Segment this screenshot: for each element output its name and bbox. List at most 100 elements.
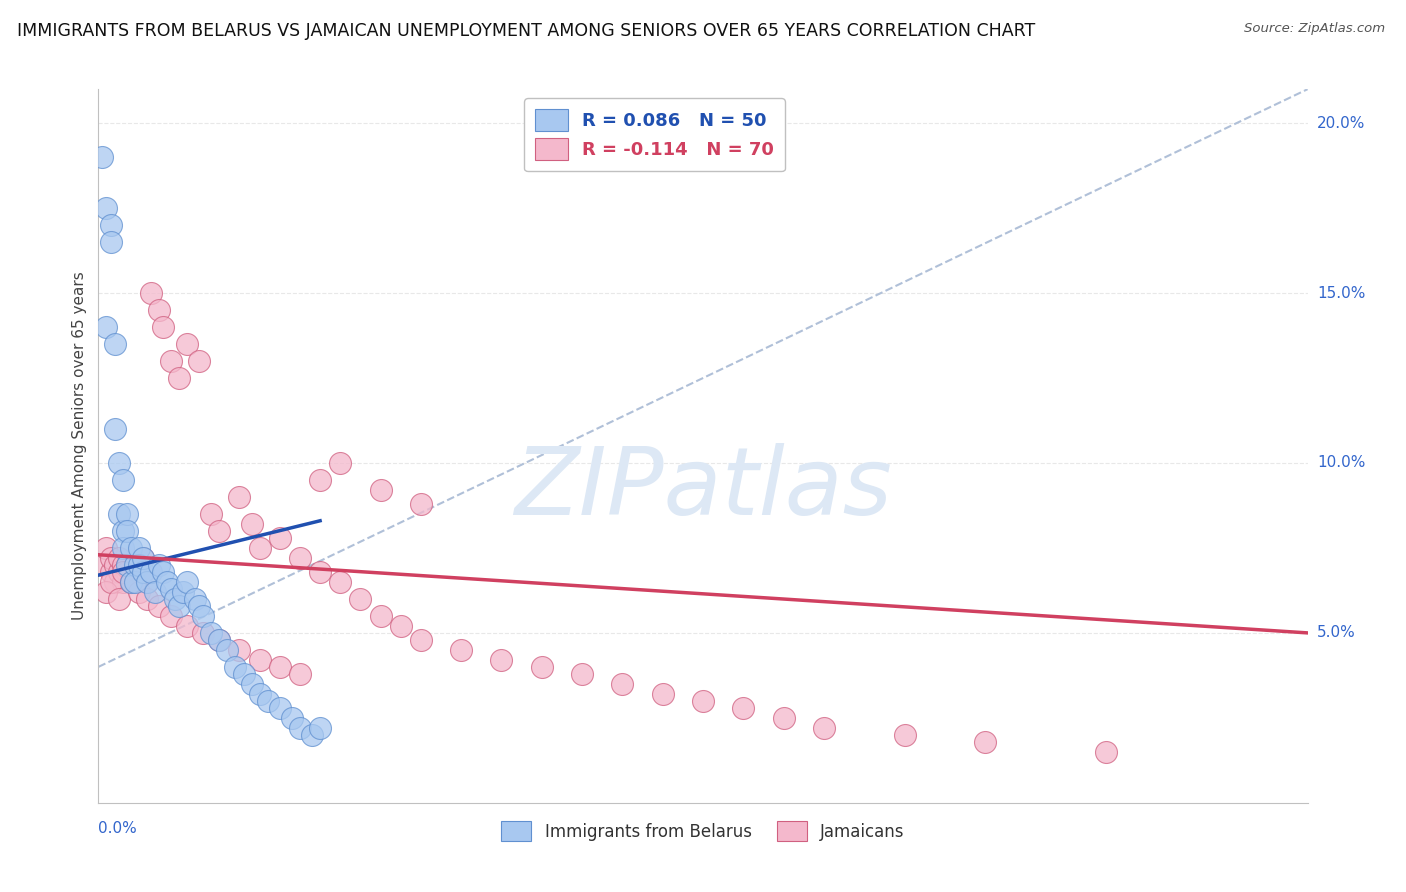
- Point: [91, 150, 114, 164]
- Point: [172, 585, 194, 599]
- Point: [309, 721, 332, 735]
- Point: [329, 574, 352, 589]
- Point: [167, 599, 190, 613]
- Point: [111, 541, 134, 555]
- Text: 15.0%: 15.0%: [1317, 285, 1365, 301]
- Point: [974, 734, 997, 748]
- Point: [409, 632, 432, 647]
- Point: [132, 551, 155, 566]
- Point: [115, 524, 138, 538]
- Point: [370, 483, 392, 498]
- Point: [135, 574, 157, 589]
- Point: [167, 371, 190, 385]
- Point: [103, 337, 125, 351]
- Point: [329, 456, 352, 470]
- Point: [612, 677, 634, 691]
- Point: [269, 700, 291, 714]
- Point: [100, 551, 122, 566]
- Point: [370, 608, 392, 623]
- Point: [128, 558, 150, 572]
- Point: [96, 320, 118, 334]
- Point: [772, 711, 794, 725]
- Text: 20.0%: 20.0%: [1317, 116, 1365, 131]
- Point: [389, 619, 412, 633]
- Point: [148, 303, 170, 318]
- Point: [100, 235, 122, 249]
- Point: [96, 541, 118, 555]
- Point: [176, 337, 198, 351]
- Point: [217, 643, 239, 657]
- Legend: Immigrants from Belarus, Jamaicans: Immigrants from Belarus, Jamaicans: [495, 814, 911, 848]
- Text: ZIPatlas: ZIPatlas: [515, 443, 891, 534]
- Point: [240, 517, 263, 532]
- Point: [111, 473, 134, 487]
- Point: [160, 582, 183, 596]
- Point: [349, 591, 371, 606]
- Point: [120, 574, 142, 589]
- Point: [256, 694, 278, 708]
- Text: 10.0%: 10.0%: [1317, 456, 1365, 470]
- Point: [176, 574, 198, 589]
- Point: [281, 711, 304, 725]
- Point: [249, 541, 271, 555]
- Point: [160, 608, 183, 623]
- Point: [200, 507, 222, 521]
- Point: [208, 632, 231, 647]
- Point: [301, 728, 323, 742]
- Point: [152, 565, 174, 579]
- Point: [139, 286, 162, 301]
- Point: [208, 524, 231, 538]
- Point: [1095, 745, 1118, 759]
- Point: [193, 626, 215, 640]
- Point: [188, 599, 211, 613]
- Point: [107, 565, 129, 579]
- Point: [176, 619, 198, 633]
- Text: Source: ZipAtlas.com: Source: ZipAtlas.com: [1244, 22, 1385, 36]
- Point: [269, 660, 291, 674]
- Point: [491, 653, 513, 667]
- Point: [107, 456, 129, 470]
- Point: [100, 218, 122, 232]
- Point: [152, 320, 174, 334]
- Point: [208, 632, 231, 647]
- Point: [530, 660, 553, 674]
- Point: [148, 558, 170, 572]
- Point: [111, 524, 134, 538]
- Point: [124, 558, 146, 572]
- Point: [160, 354, 183, 368]
- Point: [115, 558, 138, 572]
- Point: [132, 565, 155, 579]
- Point: [128, 585, 150, 599]
- Point: [107, 591, 129, 606]
- Point: [224, 660, 246, 674]
- Point: [124, 558, 146, 572]
- Point: [813, 721, 835, 735]
- Point: [139, 565, 162, 579]
- Point: [120, 574, 142, 589]
- Point: [100, 574, 122, 589]
- Text: 5.0%: 5.0%: [1317, 625, 1355, 640]
- Point: [409, 497, 432, 511]
- Point: [91, 558, 114, 572]
- Point: [128, 565, 150, 579]
- Point: [115, 558, 138, 572]
- Point: [111, 574, 134, 589]
- Point: [103, 422, 125, 436]
- Point: [193, 608, 215, 623]
- Point: [188, 354, 211, 368]
- Point: [733, 700, 755, 714]
- Point: [288, 666, 311, 681]
- Point: [132, 551, 155, 566]
- Text: IMMIGRANTS FROM BELARUS VS JAMAICAN UNEMPLOYMENT AMONG SENIORS OVER 65 YEARS COR: IMMIGRANTS FROM BELARUS VS JAMAICAN UNEM…: [17, 22, 1035, 40]
- Point: [309, 473, 332, 487]
- Point: [115, 507, 138, 521]
- Point: [148, 599, 170, 613]
- Point: [450, 643, 472, 657]
- Point: [249, 653, 271, 667]
- Point: [100, 565, 122, 579]
- Point: [249, 687, 271, 701]
- Point: [107, 551, 129, 566]
- Point: [309, 565, 332, 579]
- Point: [107, 507, 129, 521]
- Point: [228, 643, 250, 657]
